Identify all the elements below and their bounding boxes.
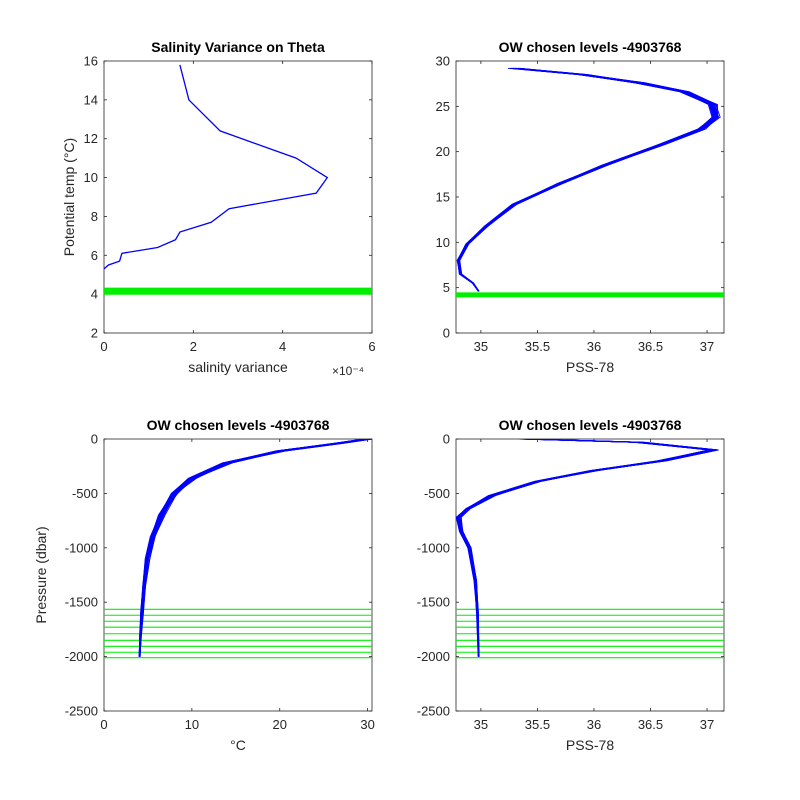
chart-title: OW chosen levels -4903768 [499, 417, 682, 433]
y-tick-label: -2000 [417, 649, 450, 664]
x-scale-exponent: ×10⁻⁴ [332, 364, 364, 378]
y-tick-label: 25 [436, 99, 450, 114]
x-tick-label: 36.5 [638, 717, 663, 732]
y-tick-label: 0 [91, 432, 98, 447]
plot-area [456, 67, 724, 298]
y-tick-label: 14 [84, 92, 98, 107]
x-axis-label: PSS-78 [566, 737, 614, 753]
y-tick-label: -1500 [65, 595, 98, 610]
x-axis-label: °C [230, 737, 246, 753]
y-tick-label: 10 [84, 170, 98, 185]
x-tick-label: 20 [273, 717, 287, 732]
y-tick-label: 15 [436, 190, 450, 205]
x-tick-label: 4 [279, 339, 286, 354]
panel-pressure-salinity: OW chosen levels -4903768 35 35.5 36 36.5 37 -… [417, 417, 725, 753]
axes-box [455, 60, 725, 334]
axes-box [103, 60, 373, 334]
x-tick-label: 2 [190, 339, 197, 354]
variance-series-line [104, 64, 329, 270]
chart-title: OW chosen levels -4903768 [147, 417, 330, 433]
x-tick-label: 36 [587, 717, 601, 732]
y-axis-label: Potential temp (°C) [61, 138, 77, 256]
x-tick-label: 37 [700, 717, 714, 732]
y-tick-label: -2000 [65, 649, 98, 664]
profile-line [138, 439, 366, 657]
x-tick-label: 37 [700, 339, 714, 354]
y-tick-label: 20 [436, 144, 450, 159]
plot-area [456, 439, 724, 659]
y-tick-label: 6 [91, 248, 98, 263]
x-tick-label: 35 [474, 717, 488, 732]
y-tick-label: -1000 [65, 540, 98, 555]
y-tick-label: 12 [84, 131, 98, 146]
x-tick-label: 10 [185, 717, 199, 732]
y-tick-label: 30 [436, 54, 450, 69]
y-tick-label: 8 [91, 209, 98, 224]
x-tick-label: 35.5 [525, 339, 550, 354]
y-tick-label: -500 [424, 486, 450, 501]
profile-line [139, 439, 368, 657]
x-axis-label: salinity variance [188, 359, 288, 375]
y-tick-label: 2 [91, 326, 98, 341]
y-tick-label: -2500 [65, 704, 98, 719]
profile-line [457, 439, 718, 657]
x-tick-label: 0 [100, 717, 107, 732]
axes-box [103, 438, 373, 712]
y-tick-label: 10 [436, 235, 450, 250]
y-tick-label: -1500 [417, 595, 450, 610]
plot-area [104, 439, 372, 659]
plot-area [104, 64, 372, 295]
chart-title: Salinity Variance on Theta [151, 39, 325, 55]
y-tick-label: 0 [443, 326, 450, 341]
axes-box [455, 438, 725, 712]
x-tick-label: 36.5 [638, 339, 663, 354]
profile-line [457, 439, 713, 657]
chart-title: OW chosen levels -4903768 [499, 39, 682, 55]
panel-theta-salinity: OW chosen levels -4903768 35 35.5 36 36.5 37 0… [436, 39, 725, 375]
y-tick-label: 16 [84, 54, 98, 69]
y-tick-label: -1000 [417, 540, 450, 555]
x-tick-label: 35 [474, 339, 488, 354]
x-axis-label: PSS-78 [566, 359, 614, 375]
x-tick-label: 6 [368, 339, 375, 354]
y-tick-label: -500 [72, 486, 98, 501]
y-axis-label: Pressure (dbar) [33, 526, 49, 623]
x-tick-label: 30 [360, 717, 374, 732]
y-tick-label: 0 [443, 432, 450, 447]
x-tick-label: 36 [587, 339, 601, 354]
profile-line [456, 67, 717, 292]
x-tick-label: 0 [100, 339, 107, 354]
x-tick-label: 35.5 [525, 717, 550, 732]
y-tick-label: 4 [91, 287, 98, 302]
y-tick-label: 5 [443, 280, 450, 295]
y-tick-label: -2500 [417, 704, 450, 719]
panel-pressure-temperature: OW chosen levels -4903768 0 10 20 30 -2500 -20… [33, 417, 375, 753]
